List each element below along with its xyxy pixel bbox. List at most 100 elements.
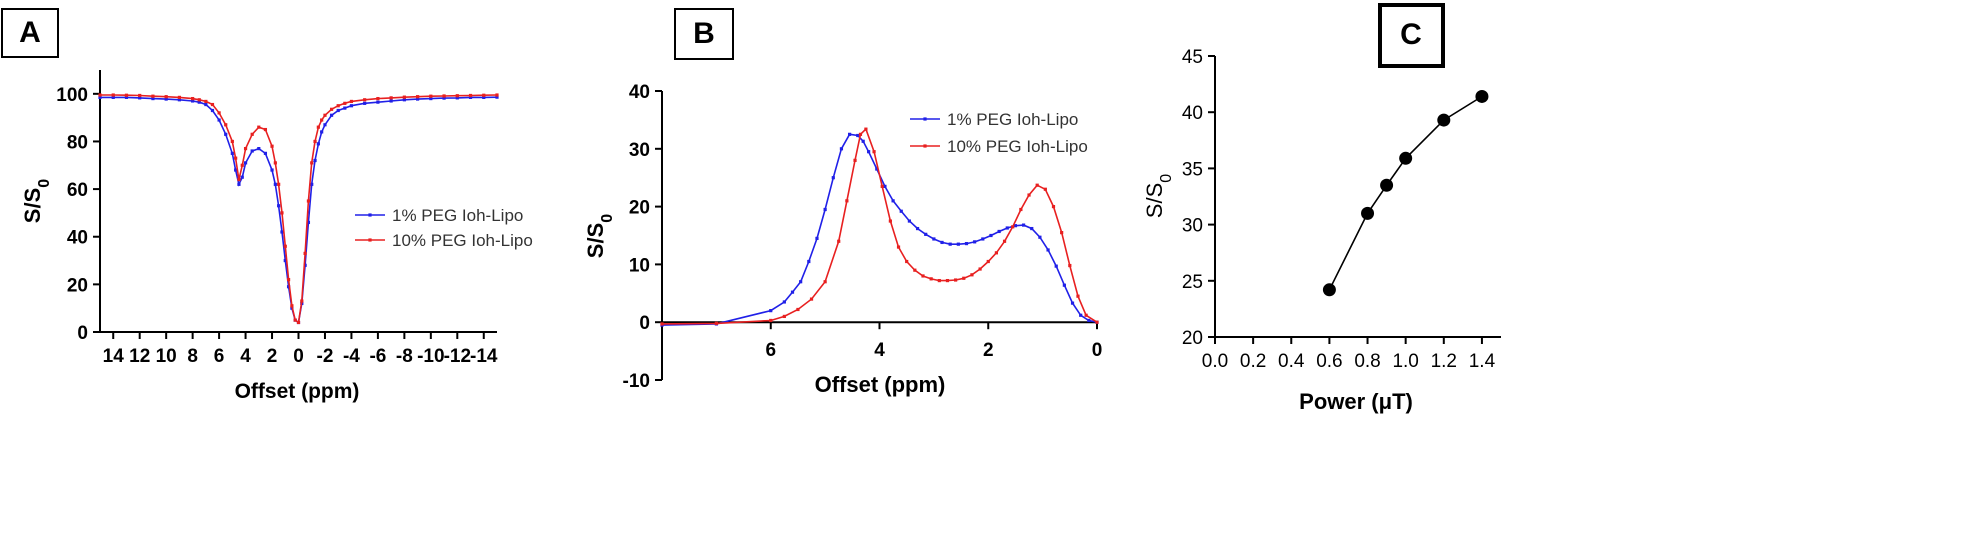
- panel-c-label-box: C: [1378, 3, 1445, 68]
- series-b-1-point: [1079, 313, 1083, 317]
- x-tick-label: 2: [983, 340, 994, 361]
- series-a-1-point: [455, 96, 459, 100]
- series-a-2-point: [230, 139, 234, 144]
- x-tick-label: -6: [369, 346, 386, 367]
- series-a-2-point: [177, 95, 181, 99]
- series-a-1-point: [98, 95, 102, 99]
- series-b-2-point: [823, 280, 827, 284]
- series-b-2-point: [978, 267, 982, 271]
- series-b-1-point: [1087, 318, 1091, 323]
- y-tick-label: 0: [639, 313, 650, 334]
- y-tick-label: 100: [56, 85, 88, 106]
- series-b-1-point: [1054, 264, 1058, 268]
- y-tick-label: 25: [1182, 272, 1203, 293]
- series-b-2-point: [962, 276, 966, 280]
- y-tick-label: 40: [1182, 103, 1203, 124]
- x-tick-label: 1.4: [1469, 351, 1496, 372]
- series-a-1-point: [250, 149, 254, 153]
- series-c-1-point: [1475, 89, 1489, 103]
- series-b-1-point: [782, 300, 786, 304]
- legend-entry: 10% PEG Ioh-Lipo: [947, 137, 1088, 156]
- series-a-2-point: [237, 177, 241, 182]
- series-b-1-point: [856, 133, 860, 138]
- series-a-1-point: [164, 97, 168, 101]
- y-tick-label: 20: [67, 275, 88, 296]
- series-b-2-point: [845, 199, 849, 203]
- series-a-2-point: [217, 111, 221, 115]
- y-tick-label: 30: [629, 140, 650, 161]
- series-b-1-point: [997, 229, 1001, 234]
- series-b-1-point: [823, 207, 827, 212]
- series-a-2-point: [363, 98, 367, 102]
- series-a-2-point: [313, 139, 317, 144]
- series-a-2-point: [306, 199, 311, 203]
- series-b-1-point: [867, 150, 871, 154]
- series-b-2-point: [888, 219, 892, 223]
- y-tick-label: 30: [1182, 216, 1203, 237]
- series-a-1-point: [273, 182, 277, 186]
- series-b-2-point: [1043, 187, 1047, 191]
- series-b-2-point: [1019, 207, 1023, 212]
- series-a-2-point: [336, 104, 340, 108]
- series-b-2-point: [714, 321, 718, 325]
- series-a-2-point: [320, 118, 324, 122]
- legend-entry: 10% PEG Ioh-Lipo: [392, 231, 533, 250]
- series-b-1-point: [815, 236, 819, 240]
- legend-swatch-marker: [923, 144, 927, 148]
- series-a-1-point: [495, 95, 499, 99]
- panel-b-label-box: B: [674, 8, 734, 60]
- series-a-2-point: [197, 98, 201, 102]
- series-a-2-point: [191, 96, 195, 101]
- series-a-2-point: [283, 244, 287, 248]
- y-tick-label: 40: [67, 228, 88, 249]
- series-a-2-point: [495, 93, 499, 97]
- series-a-1-point: [111, 95, 115, 99]
- series-a-2-point: [286, 278, 291, 282]
- series-a-1-point: [191, 99, 195, 103]
- series-b-2-point: [1095, 320, 1099, 324]
- series-a-2-point: [316, 125, 320, 129]
- panel-c-letter: C: [1400, 18, 1422, 51]
- series-b-1-point: [924, 232, 928, 236]
- series-a-2-point: [138, 93, 142, 98]
- series-a-1-point: [177, 98, 181, 102]
- series-a-1-point: [286, 285, 291, 289]
- series-a-2-point: [280, 211, 284, 215]
- y-axis-title: S/S0: [583, 214, 616, 258]
- legend-swatch-marker: [923, 117, 927, 121]
- series-b-2-line: [661, 127, 1098, 325]
- series-b-2-point: [853, 158, 857, 162]
- series-a-1-point: [349, 104, 354, 108]
- x-tick-label: 8: [187, 346, 198, 367]
- series-b-2-point: [872, 150, 876, 154]
- series-b-1-point: [948, 242, 952, 246]
- x-tick-label: 6: [765, 340, 776, 361]
- series-b-2-point: [913, 268, 917, 272]
- x-tick-label: 10: [156, 346, 177, 367]
- series-b-1-point: [875, 167, 879, 171]
- series-b-2-point: [864, 127, 868, 131]
- series-b-2-point: [945, 278, 950, 283]
- series-a-2-point: [389, 96, 393, 100]
- series-a-1-point: [323, 123, 327, 127]
- series-b-1-point: [989, 233, 993, 238]
- x-tick-label: 6: [214, 346, 225, 367]
- series-a-1-point: [240, 175, 244, 179]
- series-a-2-point: [300, 299, 304, 303]
- series-b-2-point: [782, 314, 786, 319]
- series-a-2-point: [482, 93, 486, 97]
- x-tick-label: 1.2: [1431, 351, 1457, 372]
- series-b-1-point: [1062, 283, 1066, 287]
- panel-a-label-box: A: [1, 8, 59, 58]
- series-a-2-point: [98, 93, 102, 97]
- series-a-1-point: [402, 98, 406, 102]
- x-tick-label: -10: [417, 346, 444, 367]
- series-a-1-point: [234, 168, 238, 172]
- series-a-2-point: [376, 96, 380, 101]
- series-c-1-point: [1437, 113, 1451, 127]
- series-c-1-point: [1399, 151, 1413, 165]
- x-tick-label: 0: [1092, 340, 1103, 361]
- series-b-1-point: [956, 242, 960, 246]
- series-b-1-point: [839, 147, 844, 151]
